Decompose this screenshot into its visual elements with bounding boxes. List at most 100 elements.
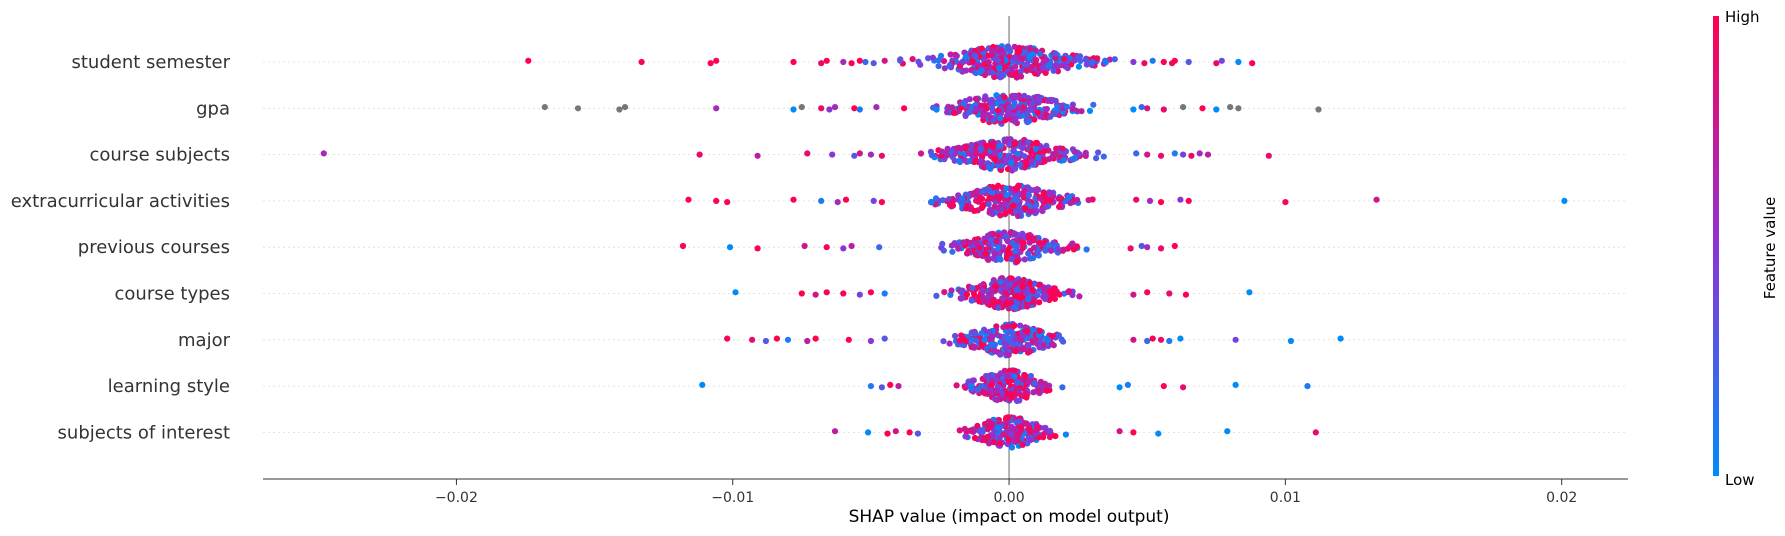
shap-point [978, 102, 985, 109]
shap-point [982, 436, 990, 443]
shap-point [713, 105, 720, 112]
shap-point [1023, 67, 1030, 74]
shap-point [989, 333, 996, 340]
shap-point [1012, 247, 1019, 255]
shap-point [953, 382, 960, 389]
shap-point [953, 52, 960, 60]
shap-point [1046, 434, 1053, 441]
shap-point [840, 245, 847, 252]
shap-point [972, 53, 979, 60]
shap-point [1004, 323, 1011, 330]
shap-point [1025, 234, 1032, 241]
shap-point [1025, 192, 1032, 199]
shap-point [1031, 280, 1038, 287]
shap-point [1177, 335, 1184, 342]
shap-point [525, 57, 532, 64]
shap-point [978, 45, 985, 52]
shap-point [1337, 335, 1344, 342]
shap-point [1008, 159, 1015, 167]
shap-point [971, 207, 978, 214]
shap-point [979, 294, 986, 302]
shap-point [1006, 71, 1014, 78]
shap-point [707, 60, 714, 67]
shap-point [826, 106, 833, 113]
shap-point [1010, 341, 1017, 348]
shap-point [995, 95, 1003, 102]
shap-point [1116, 384, 1123, 391]
shap-point [1027, 372, 1034, 380]
shap-point [1008, 431, 1015, 439]
shap-point [969, 57, 976, 65]
shap-point [1027, 428, 1034, 435]
shap-point [699, 381, 706, 388]
shap-point [1315, 106, 1322, 113]
shap-point [856, 57, 863, 64]
shap-point [990, 117, 997, 124]
shap-point [1007, 154, 1015, 161]
shap-point [867, 151, 875, 158]
shap-point [1019, 245, 1026, 252]
shap-point [1002, 285, 1009, 292]
shap-point [1012, 165, 1019, 172]
shap-point [1312, 429, 1319, 436]
shap-point [1155, 430, 1162, 437]
shap-point [1180, 384, 1187, 391]
shap-point [1100, 153, 1107, 160]
shap-point [1024, 112, 1031, 119]
shap-point [1111, 56, 1118, 63]
shap-point [840, 58, 847, 66]
shap-point [1036, 327, 1043, 334]
shap-point [818, 60, 825, 67]
shap-point [873, 104, 880, 111]
shap-point [840, 290, 847, 297]
shap-point [1082, 149, 1089, 156]
shap-point [1036, 95, 1043, 102]
shap-point [971, 158, 978, 165]
shap-point [981, 71, 989, 79]
shap-point [993, 323, 1000, 330]
shap-point [981, 164, 988, 171]
shap-point [1213, 60, 1220, 67]
shap-point [973, 150, 980, 157]
shap-point [1002, 185, 1010, 192]
shap-point [976, 427, 984, 434]
feature-label: course subjects [89, 145, 230, 166]
shap-point [1138, 104, 1145, 111]
shap-point [958, 145, 965, 152]
shap-point [988, 420, 996, 427]
shap-point [995, 424, 1002, 431]
shap-point [968, 297, 975, 304]
shap-point [949, 202, 957, 209]
shap-point [1029, 63, 1036, 70]
shap-point [984, 232, 992, 239]
shap-point [749, 336, 756, 343]
shap-point [790, 106, 797, 113]
shap-point [1030, 389, 1037, 396]
shap-point [941, 65, 948, 72]
shap-point [1030, 237, 1037, 244]
shap-point [1146, 197, 1154, 204]
shap-point [829, 151, 836, 158]
shap-point [1012, 292, 1019, 300]
shap-point [884, 430, 891, 437]
shap-point [848, 242, 855, 250]
shap-point [1040, 284, 1047, 291]
shap-point [994, 388, 1001, 395]
shap-point [1003, 112, 1011, 119]
shap-point [958, 289, 965, 296]
shap-point [1048, 333, 1055, 340]
shap-point [1014, 253, 1021, 261]
shap-point [1124, 381, 1131, 388]
shap-point [1026, 45, 1033, 52]
shap-point [876, 244, 883, 251]
shap-point [987, 387, 995, 394]
shap-point [901, 105, 908, 112]
shap-point [801, 242, 808, 250]
shap-point [812, 335, 819, 342]
shap-point [990, 296, 997, 303]
shap-point [960, 239, 967, 246]
shap-point [997, 278, 1004, 286]
shap-point [1166, 290, 1173, 297]
shap-point [1006, 367, 1013, 374]
shap-point [1133, 150, 1140, 157]
